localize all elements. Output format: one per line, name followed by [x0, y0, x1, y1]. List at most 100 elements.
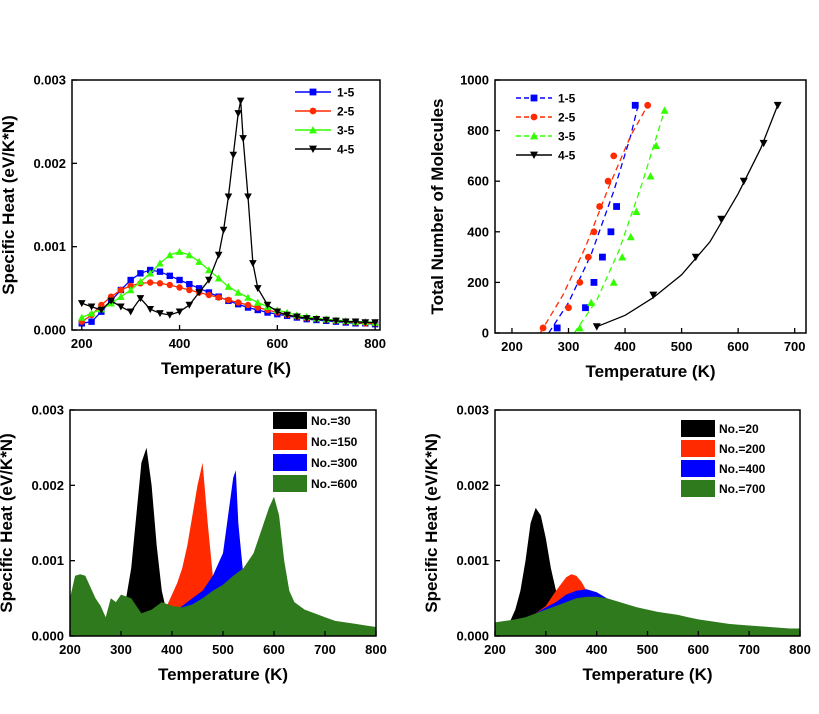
x-tick-label: 700 [784, 339, 806, 354]
point-4-5 [97, 306, 106, 314]
x-tick-label: 200 [71, 336, 93, 351]
point-1-5 [88, 318, 95, 325]
legend-label: No.=150 [311, 435, 358, 449]
x-tick-label: 800 [365, 642, 387, 657]
point-3-5 [234, 288, 243, 296]
point-4-5 [185, 301, 194, 309]
legend-marker [309, 126, 317, 134]
point-2-5 [176, 284, 183, 291]
y-tick-label: 0.001 [456, 553, 489, 568]
y-tick-label: 0.000 [33, 323, 66, 338]
x-tick-label: 500 [637, 642, 659, 657]
x-tick-label: 600 [266, 336, 288, 351]
point-2-5 [644, 101, 652, 109]
point-4-5 [332, 317, 340, 325]
point-4-5 [214, 251, 223, 259]
legend-swatch [273, 412, 307, 429]
x-tick-label: 400 [586, 642, 608, 657]
legend-label: No.=400 [719, 462, 766, 476]
point-3-5 [632, 207, 641, 215]
point-4-5 [253, 285, 262, 293]
point-4-5 [371, 319, 379, 327]
legend-label: 4-5 [558, 149, 576, 163]
point-1-5 [156, 268, 164, 275]
point-4-5 [691, 253, 700, 262]
point-3-5 [609, 278, 618, 286]
point-2-5 [186, 286, 193, 294]
y-tick-label: 400 [467, 224, 489, 239]
x-tick-label: 400 [614, 339, 636, 354]
chart-panel-c: 200 300 400 500 600 700 800 0.000 0.001 0.002 0.00… [0, 403, 387, 685]
point-4-5 [244, 193, 252, 201]
point-2-5 [576, 279, 584, 286]
x-tick-label: 300 [558, 339, 580, 354]
series-group [77, 97, 379, 328]
plot-frame [71, 79, 381, 331]
x-axis-label: Temperature (K) [585, 362, 715, 381]
legend: No.=30 No.=150 No.=300 No.=600 [273, 412, 358, 492]
y-axis-label: Specific Heat (eV/K*N) [0, 115, 18, 295]
point-4-5 [126, 308, 135, 316]
point-4-5 [302, 315, 311, 323]
point-1-5 [553, 324, 561, 332]
point-2-5 [166, 281, 173, 289]
point-3-5 [126, 286, 135, 294]
point-2-5 [205, 291, 213, 299]
x-tick-label: 400 [161, 642, 183, 657]
point-4-5 [739, 177, 748, 186]
legend-marker [309, 107, 317, 115]
chart-panel-a: 200 400 600 800 0.000 0.001 0.002 0.003 Temperat… [0, 73, 386, 379]
point-2-5 [596, 203, 604, 210]
point-4-5 [117, 303, 125, 311]
legend-marker [530, 113, 538, 121]
point-4-5 [77, 300, 86, 308]
point-2-5 [254, 304, 261, 311]
series-group [70, 447, 376, 636]
y-tick-label: 0.003 [31, 403, 64, 418]
point-4-5 [592, 323, 601, 331]
point-4-5 [249, 260, 257, 268]
area-No.=30 [121, 447, 172, 636]
legend-swatch [681, 420, 715, 437]
x-axis-label: Temperature (K) [158, 665, 288, 684]
legend: No.=20 No.=200 No.=400 No.=700 [681, 420, 766, 497]
legend-label: No.=30 [311, 414, 351, 428]
point-3-5 [185, 251, 194, 259]
area-No.=600 [70, 496, 376, 636]
point-2-5 [156, 280, 164, 287]
point-4-5 [773, 101, 782, 110]
legend-swatch [273, 475, 307, 492]
point-4-5 [273, 308, 282, 316]
point-1-5 [166, 272, 173, 280]
point-3-5 [117, 292, 125, 300]
point-3-5 [224, 282, 233, 290]
point-4-5 [224, 193, 233, 201]
y-tick-label: 0.001 [33, 239, 66, 254]
y-tick-label: 1000 [460, 73, 489, 88]
point-2-5 [590, 228, 598, 236]
y-tick-label: 0.002 [31, 478, 64, 493]
legend-label: No.=600 [311, 477, 358, 491]
point-4-5 [293, 313, 301, 321]
point-4-5 [107, 297, 115, 305]
chart-panel-d: 200 300 400 500 600 700 800 0.000 0.001 0.002 0.00… [422, 403, 811, 685]
legend-swatch [681, 480, 715, 497]
point-4-5 [236, 97, 245, 105]
point-1-5 [590, 279, 598, 286]
y-axis-label: Total Number of Molecules [428, 99, 447, 315]
series-group [495, 507, 800, 636]
point-2-5 [98, 301, 105, 309]
point-4-5 [219, 226, 228, 234]
point-4-5 [175, 308, 184, 316]
legend: 1-5 2-5 3-5 4-5 [516, 92, 576, 163]
legend-label: No.=200 [719, 442, 766, 456]
point-4-5 [234, 110, 243, 118]
y-tick-label: 800 [467, 123, 489, 138]
x-tick-label: 800 [364, 336, 386, 351]
legend-marker [309, 88, 317, 96]
point-4-5 [205, 276, 213, 284]
point-2-5 [539, 324, 547, 332]
legend-label: 3-5 [337, 124, 355, 138]
point-1-5 [631, 101, 639, 109]
point-2-5 [127, 282, 134, 290]
